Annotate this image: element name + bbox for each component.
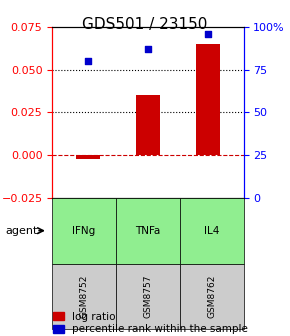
Text: GDS501 / 23150: GDS501 / 23150 [82, 17, 208, 32]
Text: IFNg: IFNg [72, 226, 96, 236]
Point [146, 46, 150, 52]
Text: GSM8752: GSM8752 [79, 275, 89, 318]
Legend: log ratio, percentile rank within the sample: log ratio, percentile rank within the sa… [53, 312, 248, 334]
Text: agent: agent [6, 226, 38, 236]
Point [205, 31, 210, 36]
Bar [136, 95, 160, 155]
Bar [76, 155, 100, 159]
Bar [196, 44, 220, 155]
Text: TNFa: TNFa [135, 226, 161, 236]
Point [86, 58, 90, 64]
Text: IL4: IL4 [204, 226, 220, 236]
Text: GSM8757: GSM8757 [143, 275, 153, 318]
Text: GSM8762: GSM8762 [207, 275, 216, 318]
